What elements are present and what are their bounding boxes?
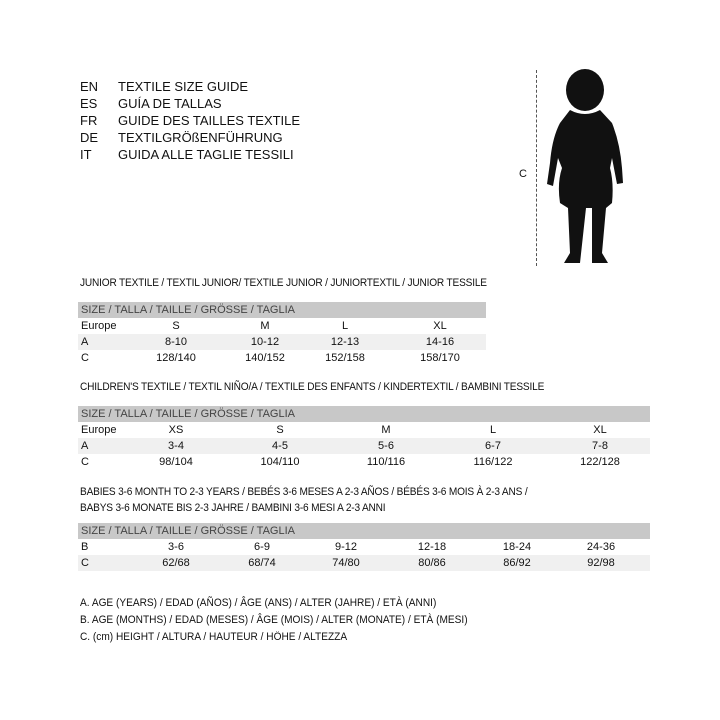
table-row: B 3-6 6-9 9-12 12-18 18-24 24-36 <box>78 539 650 555</box>
table-cell: 92/98 <box>587 557 615 569</box>
table-cell: 158/170 <box>420 352 460 364</box>
table-header: SIZE / TALLA / TAILLE / GRÖSSE / TAGLIA <box>78 406 650 422</box>
lang-code: IT <box>80 147 92 162</box>
table-cell: Europe <box>81 320 117 332</box>
table-cell: Europe <box>81 424 117 436</box>
table-cell: 10-12 <box>250 336 280 348</box>
table-cell: M <box>260 320 270 332</box>
lang-code: FR <box>80 113 98 128</box>
lang-title: GUIDE DES TAILLES TEXTILE <box>118 113 301 128</box>
lang-code: ES <box>80 96 98 111</box>
lang-code: DE <box>80 130 99 145</box>
table-cell: 3-4 <box>168 440 184 452</box>
table-cell: A <box>81 336 89 348</box>
table-cell: 12-13 <box>330 336 360 348</box>
table-cell: XS <box>168 424 184 436</box>
legend-c: C. (cm) HEIGHT / ALTURA / HAUTEUR / HÖHE… <box>80 631 348 643</box>
table-cell: 74/80 <box>332 557 360 569</box>
table-cell: 116/122 <box>473 456 513 468</box>
lang-title: TEXTILGRÖßENFÜHRUNG <box>118 130 283 145</box>
table-cell: 6-9 <box>254 541 270 553</box>
table-cell: 5-6 <box>378 440 394 452</box>
table-cell: 3-6 <box>168 541 184 553</box>
lang-title: GUÍA DE TALLAS <box>118 96 222 111</box>
table-cell: 18-24 <box>502 541 532 553</box>
table-cell: S <box>172 320 180 332</box>
table-cell: 140/152 <box>245 352 285 364</box>
table-row: C 128/140 140/152 152/158 158/170 <box>78 350 486 366</box>
table-cell: 98/104 <box>159 456 193 468</box>
table-cell: 7-8 <box>592 440 608 452</box>
table-row: Europe S M L XL <box>78 318 486 334</box>
table-cell: M <box>381 424 391 436</box>
table-cell: C <box>81 352 89 364</box>
table-cell: 68/74 <box>248 557 276 569</box>
table-header: SIZE / TALLA / TAILLE / GRÖSSE / TAGLIA <box>78 302 486 318</box>
babies-size-table: SIZE / TALLA / TAILLE / GRÖSSE / TAGLIA … <box>78 523 650 571</box>
babies-title-line1: BABIES 3-6 MONTH TO 2-3 YEARS / BEBÉS 3-… <box>80 486 528 498</box>
measure-label: C <box>519 168 527 180</box>
junior-title: JUNIOR TEXTILE / TEXTIL JUNIOR/ TEXTILE … <box>80 277 487 289</box>
table-cell: 122/128 <box>580 456 620 468</box>
table-cell: 6-7 <box>485 440 501 452</box>
table-header: SIZE / TALLA / TAILLE / GRÖSSE / TAGLIA <box>78 523 650 539</box>
babies-title-line2: BABYS 3-6 MONATE BIS 2-3 JAHRE / BAMBINI… <box>80 502 386 514</box>
junior-size-table: SIZE / TALLA / TAILLE / GRÖSSE / TAGLIA … <box>78 302 486 366</box>
children-title: CHILDREN'S TEXTILE / TEXTIL NIÑO/A / TEX… <box>80 381 545 393</box>
table-cell: 62/68 <box>162 557 190 569</box>
table-cell: C <box>81 456 89 468</box>
table-cell: A <box>81 440 89 452</box>
lang-title: TEXTILE SIZE GUIDE <box>118 79 249 94</box>
table-cell: 4-5 <box>272 440 288 452</box>
child-silhouette-icon <box>547 69 623 263</box>
lang-code: EN <box>80 79 99 94</box>
table-row: Europe XS S M L XL <box>78 422 650 438</box>
table-cell: 80/86 <box>418 557 446 569</box>
measure-line <box>536 70 537 266</box>
table-cell: 104/110 <box>260 456 300 468</box>
table-cell: 128/140 <box>156 352 196 364</box>
lang-title: GUIDA ALLE TAGLIE TESSILI <box>118 147 294 162</box>
table-row: A 8-10 10-12 12-13 14-16 <box>78 334 486 350</box>
table-cell: 86/92 <box>503 557 531 569</box>
table-cell: S <box>276 424 284 436</box>
table-cell: L <box>341 320 349 332</box>
children-size-table: SIZE / TALLA / TAILLE / GRÖSSE / TAGLIA … <box>78 406 650 470</box>
table-cell: 9-12 <box>334 541 358 553</box>
table-cell: 14-16 <box>425 336 455 348</box>
table-row: A 3-4 4-5 5-6 6-7 7-8 <box>78 438 650 454</box>
table-cell: L <box>489 424 497 436</box>
legend-b: B. AGE (MONTHS) / EDAD (MESES) / ÂGE (MO… <box>80 614 468 626</box>
table-cell: XL <box>593 424 607 436</box>
table-cell: XL <box>433 320 447 332</box>
table-cell: 24-36 <box>586 541 616 553</box>
table-row: C 62/68 68/74 74/80 80/86 86/92 92/98 <box>78 555 650 571</box>
table-cell: B <box>81 541 89 553</box>
table-cell: 110/116 <box>366 456 406 468</box>
table-cell: 12-18 <box>417 541 447 553</box>
table-row: C 98/104 104/110 110/116 116/122 122/128 <box>78 454 650 470</box>
legend-a: A. AGE (YEARS) / EDAD (AÑOS) / ÂGE (ANS)… <box>80 597 437 609</box>
table-cell: C <box>81 557 89 569</box>
table-cell: 8-10 <box>164 336 188 348</box>
table-cell: 152/158 <box>325 352 365 364</box>
